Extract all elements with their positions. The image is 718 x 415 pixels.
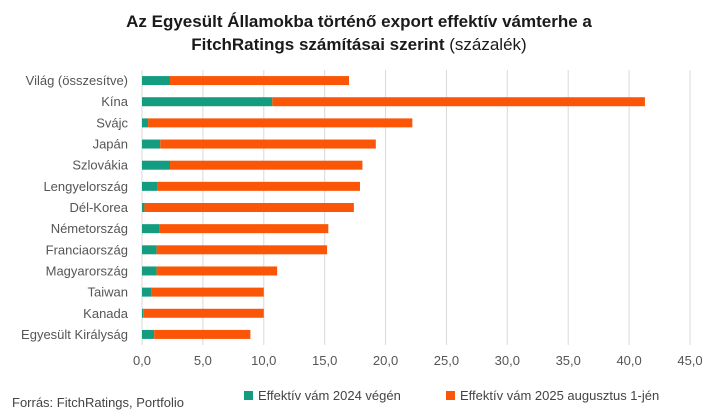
x-tick-label: 20,0 [373,353,398,368]
bar-segment-2025 [170,76,350,86]
category-label: Magyarország [46,263,128,278]
x-tick-label: 35,0 [556,353,581,368]
x-tick-label: 45,0 [677,353,702,368]
bar-segment-2024 [142,118,149,128]
bar-segment-2025 [154,329,251,339]
legend-label-2024: Effektív vám 2024 végén [258,388,401,403]
bar-segment-2025 [148,118,413,128]
bar-segment-2024 [142,203,145,212]
bar-segment-2024 [142,266,157,276]
bar-segment-2024 [142,245,157,255]
x-tick-label: 15,0 [312,353,337,368]
legend-label-2025: Effektív vám 2025 augusztus 1-jén [460,388,660,403]
bar-segment-2025 [144,203,354,212]
bar-segment-2024 [142,76,171,86]
x-tick-label: 40,0 [616,353,641,368]
bar-segment-2024 [142,181,158,191]
bar-segment-2025 [157,181,360,191]
bar-segment-2024 [142,160,171,170]
category-label: Japán [93,137,128,152]
x-tick-label: 25,0 [434,353,459,368]
category-label: Dél-Korea [69,200,128,215]
legend-swatch-2024 [244,391,253,400]
x-tick-label: 30,0 [495,353,520,368]
chart-title-line1: Az Egyesült Államokba történő export eff… [126,12,592,31]
category-label: Németország [51,221,128,236]
bar-segment-2025 [151,287,264,297]
bar-segment-2025 [143,308,264,318]
chart-title-unit: (százalék) [449,35,527,54]
category-label: Kína [101,94,129,109]
bar-segment-2024 [142,308,144,318]
bar-segment-2025 [170,160,363,170]
chart-title-line2: FitchRatings számításai szerint (százalé… [191,35,527,54]
x-tick-label: 5,0 [194,353,212,368]
category-label: Franciaország [46,242,128,257]
legend-item-2024: Effektív vám 2024 végén [244,388,401,403]
category-label: Svájc [96,115,128,130]
category-label: Kanada [83,306,129,321]
x-tick-label: 10,0 [251,353,276,368]
bar-segment-2024 [142,224,160,234]
bar-segment-2024 [142,97,273,107]
bar-segment-2024 [142,139,161,149]
legend-item-2025: Effektív vám 2025 augusztus 1-jén [446,388,659,403]
bar-segment-2025 [160,139,376,149]
category-label: Világ (összesítve) [26,73,128,88]
source-note: Forrás: FitchRatings, Portfolio [12,395,184,410]
bar-segment-2025 [272,97,645,107]
category-label: Egyesült Királyság [21,327,128,342]
legend-swatch-2025 [446,391,455,400]
category-label: Szlovákia [72,158,128,173]
bar-segment-2025 [156,245,328,255]
bar-segment-2024 [142,329,155,339]
category-label: Taiwan [88,285,128,300]
bar-segment-2025 [156,266,278,276]
bar-segment-2024 [142,287,152,297]
x-tick-label: 0,0 [133,353,151,368]
category-label: Lengyelország [43,179,128,194]
bar-segment-2025 [159,224,329,234]
